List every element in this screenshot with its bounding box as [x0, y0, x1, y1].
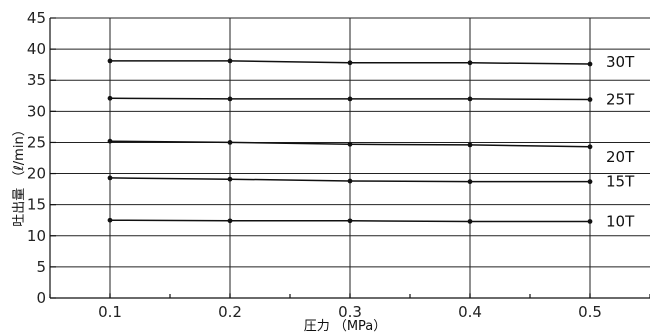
grid	[49, 17, 650, 299]
data-point	[467, 179, 473, 185]
data-point	[587, 179, 593, 185]
y-tick-label: 10	[27, 227, 46, 245]
y-axis-title: 吐出量 （ℓ/min）	[12, 123, 27, 226]
y-tick-label: 25	[27, 133, 46, 151]
data-point	[227, 140, 233, 145]
data-point	[107, 58, 113, 64]
y-tick-label: 5	[36, 258, 46, 276]
series-labels: 30T 25T 20T 15T 10T	[606, 53, 635, 230]
data-point	[587, 61, 593, 67]
x-tick-label: 0.2	[218, 303, 242, 321]
data-point	[467, 142, 473, 148]
y-tick-label: 30	[27, 102, 46, 120]
data-point	[347, 96, 353, 102]
y-tick-label: 40	[27, 40, 46, 58]
series-label: 15T	[606, 173, 635, 191]
y-tick-label: 45	[27, 9, 46, 27]
series-label: 25T	[606, 91, 635, 109]
tick-labels: 0 5 10 15 20 25 30 35 40 45 0.1 0.2 0.3 0.4 0.5	[27, 9, 602, 321]
data-point	[107, 138, 113, 144]
y-tick-label: 35	[27, 71, 46, 89]
data-point	[227, 176, 233, 182]
data-point	[467, 219, 473, 224]
y-tick-label: 15	[27, 196, 46, 214]
data-point	[347, 141, 353, 147]
series-label: 10T	[606, 212, 635, 230]
data-point	[107, 175, 113, 181]
data-point	[107, 95, 113, 101]
data-point	[347, 218, 353, 224]
x-tick-label: 0.1	[98, 303, 122, 321]
data-point	[587, 97, 593, 102]
x-tick-label: 0.5	[578, 303, 602, 321]
x-axis-title: 圧力 （MPa）	[304, 319, 387, 333]
x-tick-label: 0.3	[338, 303, 362, 321]
data-point	[587, 219, 593, 224]
data-point	[347, 60, 353, 66]
series-label: 30T	[606, 53, 635, 71]
data-point	[227, 58, 233, 64]
data-point	[467, 96, 473, 102]
series-label: 20T	[606, 148, 635, 166]
data-point	[227, 96, 233, 102]
data-point	[347, 178, 353, 184]
x-tick-label: 0.4	[458, 303, 482, 321]
data-point	[467, 60, 473, 66]
y-tick-label: 0	[36, 289, 46, 307]
data-point	[227, 218, 233, 224]
data-point	[107, 217, 113, 223]
y-tick-label: 20	[27, 165, 46, 183]
series-lines	[107, 58, 593, 224]
data-point	[587, 144, 593, 150]
